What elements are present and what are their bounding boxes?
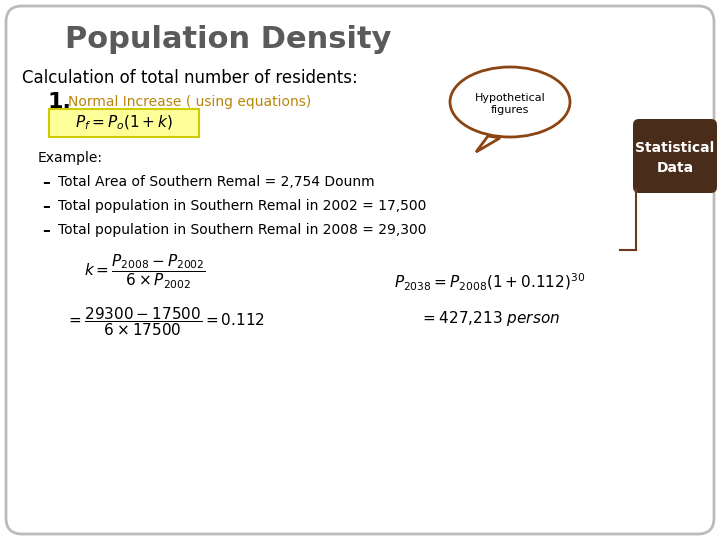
Text: figures: figures [491,105,529,115]
Text: Example:: Example: [38,151,103,165]
Text: –: – [42,222,50,238]
Text: $k = \dfrac{P_{2008}-P_{2002}}{6 \times P_{2002}}$: $k = \dfrac{P_{2008}-P_{2002}}{6 \times … [84,253,206,291]
Polygon shape [476,136,500,152]
Text: Calculation of total number of residents:: Calculation of total number of residents… [22,69,358,87]
FancyBboxPatch shape [633,119,717,193]
Text: $= \dfrac{29300-17500}{6\times 17500} = 0.112$: $= \dfrac{29300-17500}{6\times 17500} = … [66,306,264,339]
Text: 1.: 1. [48,92,72,112]
Text: –: – [42,174,50,190]
Text: Total population in Southern Remal in 2002 = 17,500: Total population in Southern Remal in 20… [58,199,426,213]
Text: Statistical: Statistical [635,141,715,155]
Text: –: – [42,199,50,213]
Text: Data: Data [657,161,693,175]
Text: $=427{,}213\ \mathit{person}$: $=427{,}213\ \mathit{person}$ [420,308,560,327]
Text: Normal Increase ( using equations): Normal Increase ( using equations) [68,95,311,109]
Text: Population Density: Population Density [65,25,392,55]
Text: $\mathit{P_f} = \mathit{P_o}(1+k)$: $\mathit{P_f} = \mathit{P_o}(1+k)$ [75,114,173,132]
Text: Hypothetical: Hypothetical [474,93,545,103]
Ellipse shape [450,67,570,137]
Text: Total population in Southern Remal in 2008 = 29,300: Total population in Southern Remal in 20… [58,223,426,237]
Text: $P_{2038}=P_{2008}(1+0.112)^{30}$: $P_{2038}=P_{2008}(1+0.112)^{30}$ [395,272,585,293]
Text: Total Area of Southern Remal = 2,754 Dounm: Total Area of Southern Remal = 2,754 Dou… [58,175,374,189]
FancyBboxPatch shape [49,109,199,137]
FancyBboxPatch shape [6,6,714,534]
